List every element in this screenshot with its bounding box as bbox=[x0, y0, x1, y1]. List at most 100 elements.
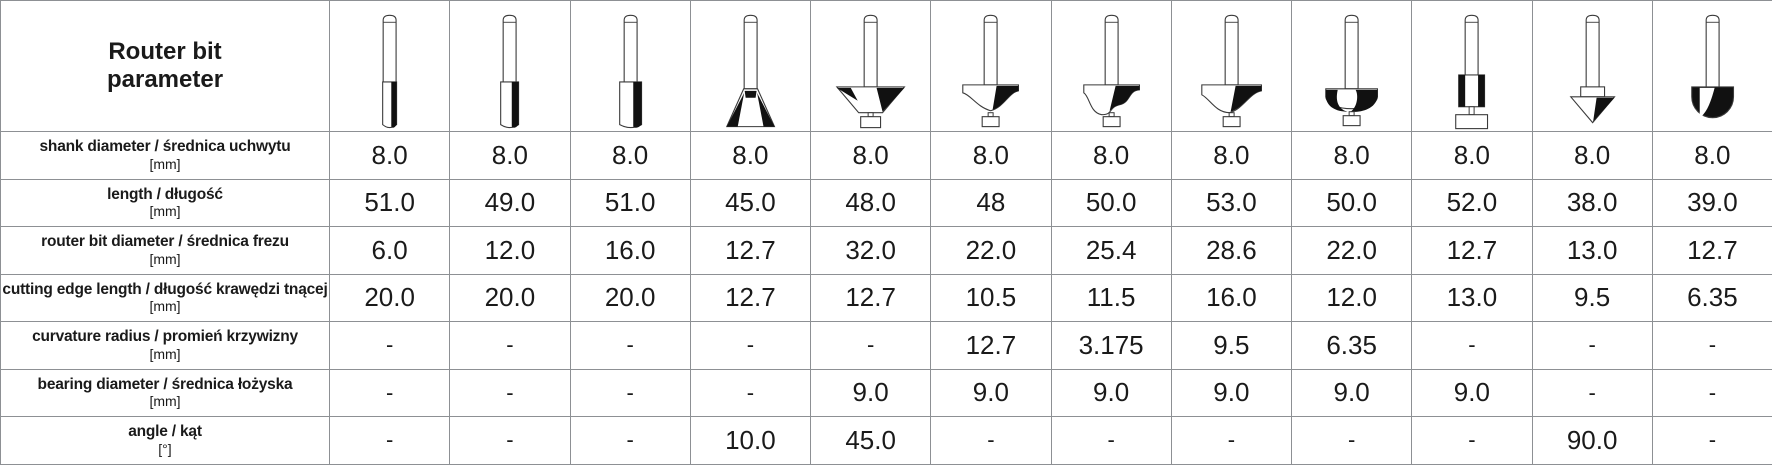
row-label-2: length / długość[mm] bbox=[1, 179, 330, 227]
bit-column-header-6 bbox=[931, 1, 1051, 132]
row-label-3: router bit diameter / średnica frezu[mm] bbox=[1, 227, 330, 275]
row-label-unit: [mm] bbox=[1, 252, 329, 268]
cell-r5-c9: 6.35 bbox=[1292, 322, 1412, 370]
cell-r1-c2: 8.0 bbox=[450, 132, 570, 180]
cell-r1-c4: 8.0 bbox=[690, 132, 810, 180]
row-label-name: bearing diameter / średnica łożyska bbox=[1, 376, 329, 393]
cell-r4-c4: 12.7 bbox=[690, 274, 810, 322]
cell-r7-c7: - bbox=[1051, 417, 1171, 465]
cell-r1-c10: 8.0 bbox=[1412, 132, 1532, 180]
cell-r5-c6: 12.7 bbox=[931, 322, 1051, 370]
straight-router-bit-16mm-icon bbox=[571, 1, 690, 131]
cell-r6-c6: 9.0 bbox=[931, 369, 1051, 417]
cell-r7-c1: - bbox=[330, 417, 450, 465]
cell-r2-c9: 50.0 bbox=[1292, 179, 1412, 227]
bit-column-header-10 bbox=[1412, 1, 1532, 132]
bit-column-header-4 bbox=[690, 1, 810, 132]
v-groove-router-bit-icon bbox=[1533, 1, 1652, 131]
cell-r2-c6: 48 bbox=[931, 179, 1051, 227]
cell-r1-c1: 8.0 bbox=[330, 132, 450, 180]
cell-r4-c5: 12.7 bbox=[811, 274, 931, 322]
row-label-unit: [mm] bbox=[1, 347, 329, 363]
table-row: bearing diameter / średnica łożyska[mm]-… bbox=[1, 369, 1772, 417]
flush-trim-router-bit-icon bbox=[1412, 1, 1531, 131]
bit-column-header-7 bbox=[1051, 1, 1171, 132]
cell-r1-c7: 8.0 bbox=[1051, 132, 1171, 180]
cell-r5-c8: 9.5 bbox=[1171, 322, 1291, 370]
cell-r5-c5: - bbox=[811, 322, 931, 370]
core-box-router-bit-icon bbox=[1653, 1, 1772, 131]
row-label-unit: [mm] bbox=[1, 157, 329, 173]
cell-r2-c5: 48.0 bbox=[811, 179, 931, 227]
page-title: Router bit parameter bbox=[1, 38, 329, 95]
cell-r2-c2: 49.0 bbox=[450, 179, 570, 227]
cell-r1-c6: 8.0 bbox=[931, 132, 1051, 180]
cell-r1-c3: 8.0 bbox=[570, 132, 690, 180]
cell-r6-c2: - bbox=[450, 369, 570, 417]
cell-r1-c5: 8.0 bbox=[811, 132, 931, 180]
cell-r2-c3: 51.0 bbox=[570, 179, 690, 227]
cell-r7-c2: - bbox=[450, 417, 570, 465]
cell-r6-c4: - bbox=[690, 369, 810, 417]
row-label-unit: [°] bbox=[1, 442, 329, 458]
cell-r2-c1: 51.0 bbox=[330, 179, 450, 227]
row-label-4: cutting edge length / długość krawędzi t… bbox=[1, 274, 330, 322]
table-row: cutting edge length / długość krawędzi t… bbox=[1, 274, 1772, 322]
bit-column-header-1 bbox=[330, 1, 450, 132]
cell-r3-c1: 6.0 bbox=[330, 227, 450, 275]
cell-r3-c2: 12.0 bbox=[450, 227, 570, 275]
straight-router-bit-12mm-icon bbox=[450, 1, 569, 131]
row-label-7: angle / kąt[°] bbox=[1, 417, 330, 465]
cove-ogee-router-bit-icon bbox=[1172, 1, 1291, 131]
cell-r6-c5: 9.0 bbox=[811, 369, 931, 417]
cell-r6-c9: 9.0 bbox=[1292, 369, 1412, 417]
row-label-unit: [mm] bbox=[1, 394, 329, 410]
cell-r7-c4: 10.0 bbox=[690, 417, 810, 465]
cell-r1-c12: 8.0 bbox=[1652, 132, 1772, 180]
bit-column-header-5 bbox=[811, 1, 931, 132]
bit-column-header-9 bbox=[1292, 1, 1412, 132]
cell-r3-c8: 28.6 bbox=[1171, 227, 1291, 275]
chamfer-router-bit-icon bbox=[811, 1, 930, 131]
cell-r1-c9: 8.0 bbox=[1292, 132, 1412, 180]
table-row: router bit diameter / średnica frezu[mm]… bbox=[1, 227, 1772, 275]
cell-r5-c7: 3.175 bbox=[1051, 322, 1171, 370]
cell-r1-c8: 8.0 bbox=[1171, 132, 1291, 180]
cell-r3-c9: 22.0 bbox=[1292, 227, 1412, 275]
cell-r4-c12: 6.35 bbox=[1652, 274, 1772, 322]
ogee-router-bit-22mm-icon bbox=[931, 1, 1050, 131]
row-label-name: length / długość bbox=[1, 186, 329, 203]
cell-r3-c10: 12.7 bbox=[1412, 227, 1532, 275]
cell-r4-c9: 12.0 bbox=[1292, 274, 1412, 322]
row-label-5: curvature radius / promień krzywizny[mm] bbox=[1, 322, 330, 370]
cell-r7-c10: - bbox=[1412, 417, 1532, 465]
cell-r6-c1: - bbox=[330, 369, 450, 417]
row-label-6: bearing diameter / średnica łożyska[mm] bbox=[1, 369, 330, 417]
cell-r6-c7: 9.0 bbox=[1051, 369, 1171, 417]
cell-r6-c10: 9.0 bbox=[1412, 369, 1532, 417]
cell-r7-c5: 45.0 bbox=[811, 417, 931, 465]
cell-r2-c8: 53.0 bbox=[1171, 179, 1291, 227]
cell-r5-c3: - bbox=[570, 322, 690, 370]
bit-column-header-12 bbox=[1652, 1, 1772, 132]
cell-r6-c11: - bbox=[1532, 369, 1652, 417]
cell-r4-c6: 10.5 bbox=[931, 274, 1051, 322]
cell-r1-c11: 8.0 bbox=[1532, 132, 1652, 180]
row-label-unit: [mm] bbox=[1, 204, 329, 220]
row-label-unit: [mm] bbox=[1, 299, 329, 315]
roman-ogee-router-bit-icon bbox=[1052, 1, 1171, 131]
cell-r4-c10: 13.0 bbox=[1412, 274, 1532, 322]
cell-r7-c12: - bbox=[1652, 417, 1772, 465]
cell-r5-c11: - bbox=[1532, 322, 1652, 370]
cell-r4-c11: 9.5 bbox=[1532, 274, 1652, 322]
header-row: Router bit parameter bbox=[1, 1, 1772, 132]
cell-r7-c8: - bbox=[1171, 417, 1291, 465]
cell-r3-c5: 32.0 bbox=[811, 227, 931, 275]
cell-r7-c3: - bbox=[570, 417, 690, 465]
cell-r5-c12: - bbox=[1652, 322, 1772, 370]
cell-r4-c8: 16.0 bbox=[1171, 274, 1291, 322]
cell-r4-c2: 20.0 bbox=[450, 274, 570, 322]
